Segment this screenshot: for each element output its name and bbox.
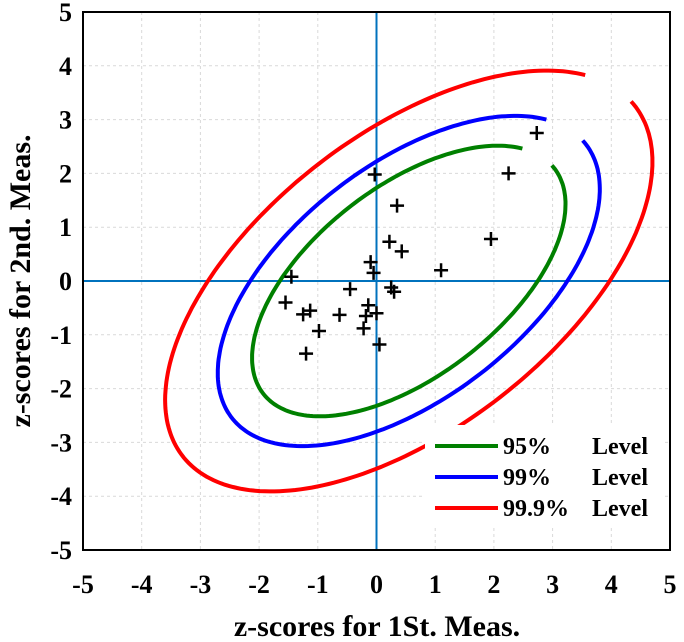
y-tick-label: -1: [50, 321, 72, 350]
y-tick-label: -2: [50, 375, 72, 404]
data-point: [296, 307, 311, 322]
ellipse-99-level: [215, 113, 602, 449]
y-axis-label: z-scores for 2nd. Meas.: [4, 135, 37, 428]
x-tick-label: -4: [131, 570, 153, 599]
x-tick-label: 4: [605, 570, 618, 599]
data-point: [363, 255, 378, 270]
data-point: [369, 306, 384, 321]
x-tick-label: 3: [546, 570, 559, 599]
data-point: [361, 298, 376, 313]
tick-labels: -5 -4 -3 -2 -1 0 1 2 3 4 5 -5 -4 -3 -2 -1 0 1 2 3 4 5: [50, 0, 676, 599]
x-axis-label: z-scores for 1St. Meas.: [234, 610, 520, 642]
data-point: [278, 295, 293, 310]
y-tick-label: 0: [59, 267, 72, 296]
data-point: [382, 234, 397, 249]
data-point: [529, 126, 544, 141]
x-tick-label: 0: [370, 570, 383, 599]
data-point: [367, 167, 382, 182]
y-tick-label: 3: [59, 106, 72, 135]
confidence-ellipses: [163, 68, 655, 494]
data-point: [501, 166, 516, 181]
ellipse-999-level: [163, 68, 655, 494]
x-tick-label: -2: [248, 570, 270, 599]
data-point: [332, 307, 347, 322]
data-point: [284, 269, 299, 284]
legend-entry-label: Level: [592, 434, 648, 460]
data-point: [343, 282, 358, 297]
plot-frame: [82, 11, 671, 551]
legend-entry-name: 99%: [503, 465, 551, 491]
data-point: [311, 324, 326, 339]
data-point: [358, 308, 373, 323]
legend-entry-name: 99.9%: [503, 496, 569, 522]
y-tick-label: -4: [50, 482, 72, 511]
data-point: [366, 265, 381, 280]
y-tick-label: -3: [50, 428, 72, 457]
legend-entry-name: 95%: [503, 434, 551, 460]
data-point: [434, 263, 449, 278]
reference-lines: [83, 12, 670, 550]
data-points: [278, 126, 544, 361]
legend: 95% Level 99% Level 99.9% Level: [425, 425, 665, 525]
data-point: [387, 284, 402, 299]
x-tick-label: -5: [72, 570, 94, 599]
x-tick-label: -1: [307, 570, 329, 599]
x-tick-label: 5: [664, 570, 677, 599]
y-tick-label: 1: [59, 213, 72, 242]
data-point: [356, 321, 371, 336]
legend-entry-label: Level: [592, 496, 648, 522]
ellipse-95-level: [250, 143, 568, 419]
legend-entry-label: Level: [592, 465, 648, 491]
x-tick-label: 2: [487, 570, 500, 599]
y-tick-label: -5: [50, 536, 72, 565]
data-point: [303, 303, 318, 318]
data-point: [394, 244, 409, 259]
x-tick-label: 1: [429, 570, 442, 599]
data-point: [390, 198, 405, 213]
y-tick-label: 5: [59, 0, 72, 27]
data-point: [483, 232, 498, 247]
x-tick-label: -3: [190, 570, 212, 599]
y-tick-label: 4: [59, 52, 72, 81]
data-point: [299, 346, 314, 361]
data-point: [372, 337, 387, 352]
y-tick-label: 2: [59, 159, 72, 188]
